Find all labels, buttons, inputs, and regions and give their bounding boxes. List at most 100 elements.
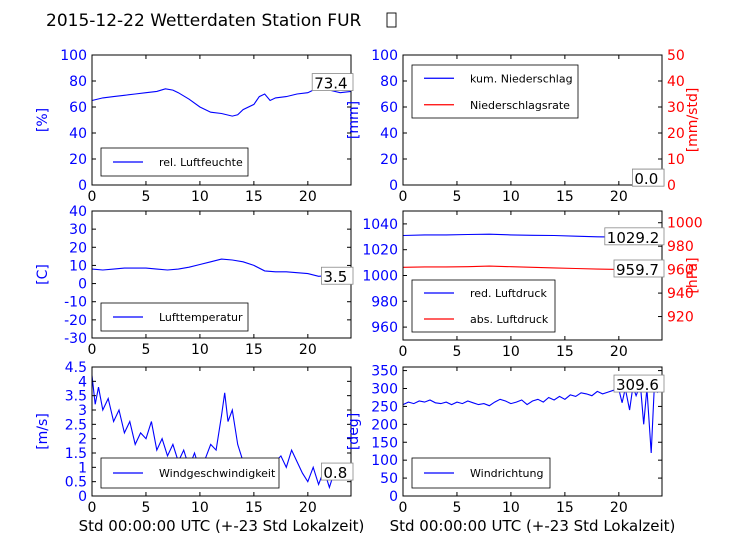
y2-tick-label-pressure: 940 [667,286,694,302]
y-tick-label-windspeed: 2.5 [65,417,87,433]
y-tick-label-humidity: 100 [60,48,87,64]
legend-label-pressure-0: red. Luftdruck [470,287,547,300]
y-tick-label-winddir: 150 [371,435,398,451]
annotation-pressure-right: 959.7 [616,261,659,279]
y-tick-label-humidity: 0 [78,178,87,194]
axes-frame-precip [402,54,663,186]
x-tick-label-precip: 20 [610,189,628,205]
figure-title: 2015-12-22 Wetterdaten Station FUR [46,11,362,31]
x-tick-label-winddir: 0 [399,500,408,516]
y-tick-label-windspeed: 0 [78,489,87,505]
y-tick-label-humidity: 80 [69,74,87,90]
y2-tick-label-pressure: 980 [667,239,694,255]
x-tick-label-windspeed: 5 [141,500,150,516]
y-tick-label-temperature: -30 [64,331,87,347]
series-line-temperature-0 [91,258,352,278]
series-line-windspeed-0 [91,375,351,490]
y-tick-label-windspeed: 0.5 [65,475,87,491]
y-tick-label-windspeed: 4.5 [65,360,87,376]
annotation-box-temperature-left [320,266,354,285]
annotation-precip-right: 0.0 [634,170,658,188]
annotation-humidity-left: 73.4 [314,75,347,93]
panel-temperature: 0 5 10 15 20 -30 -20 -10 0 10 20 30 40 [C] Lufttempera… [35,204,354,358]
annotation-pressure-left: 1029.2 [607,229,660,247]
x-tick-label-humidity: 15 [245,189,263,205]
y2-tick-label-pressure: 960 [667,263,694,279]
y-tick-label-humidity: 20 [69,152,87,168]
x-tick-label-windspeed: 15 [245,500,263,516]
y-tick-label-winddir: 100 [371,453,398,469]
y-tick-label-winddir: 350 [371,364,398,380]
y-tick-label-windspeed: 1 [78,460,87,476]
x-tick-label-humidity: 10 [191,189,209,205]
y-tick-label-temperature: 20 [69,240,87,256]
x-tick-label-humidity: 5 [141,189,150,205]
y-tick-label-pressure: 1040 [362,217,398,233]
annotation-box-humidity-left [311,73,354,91]
y-tick-label-precip: 60 [380,100,398,116]
y-tick-label-windspeed: 4 [78,374,87,390]
axes-frame-windspeed [91,366,352,497]
legend-box-windspeed [100,457,280,489]
x-tick-label-winddir: 10 [502,500,520,516]
y2-tick-label-pressure: 920 [667,310,694,326]
legend-label-precip-0: kum. Niederschlag [470,72,573,85]
x-tick-label-humidity: 20 [299,189,317,205]
y2-tick-label-precip: 0 [667,178,676,194]
x-tick-label-temperature: 0 [88,342,97,358]
y-tick-label-windspeed: 1.5 [65,446,87,462]
x-tick-label-temperature: 15 [245,342,263,358]
panel-windspeed: 0 5 10 15 20 00.511.522.533.544.5 [m/s] Std 00:… [35,360,364,535]
annotation-box-pressure-left [604,227,665,246]
x-tick-label-pressure: 5 [452,344,461,360]
y-tick-label-precip: 20 [380,152,398,168]
y-tick-label-precip: 0 [389,178,398,194]
y-tick-label-windspeed: 3.5 [65,389,87,405]
x-tick-label-winddir: 15 [556,500,574,516]
y-axis-label-humidity: [%] [35,108,51,132]
y-tick-label-temperature: -10 [64,295,87,311]
y-tick-label-winddir: 250 [371,399,398,415]
y2-tick-label-precip: 50 [667,48,685,64]
y-tick-label-pressure: 1000 [362,269,398,285]
y-tick-label-pressure: 960 [371,320,398,336]
y-tick-label-humidity: 40 [69,126,87,142]
panel-pressure: 0 5 10 15 20 960 980 1000 1020 1040 920 940 960 980 10… [362,210,703,360]
panel-precip: 0 5 10 15 20 0 20 40 60 80 100 0 10 20 30 40 50 [mm] [mm/s… [346,48,701,205]
series-line-humidity-0 [91,86,352,117]
x-tick-label-temperature: 5 [141,342,150,358]
y2-tick-label-precip: 10 [667,152,685,168]
legend-label-temperature-0: Lufttemperatur [159,311,243,324]
panel-humidity: 0 5 10 15 20 0 20 40 60 80 100 [%] rel. Luftfeuchte 7… [35,48,354,205]
x-tick-label-temperature: 10 [191,342,209,358]
legend-label-pressure-1: abs. Luftdruck [470,313,549,326]
annotation-box-windspeed-left [320,462,354,481]
legend-label-windspeed-0: Windgeschwindigkeit [159,467,276,480]
annotation-box-winddir-left [613,374,665,393]
y2-tick-label-precip: 20 [667,126,685,142]
annotation-windspeed-left: 0.8 [323,464,347,482]
y-tick-label-windspeed: 2 [78,432,87,448]
y-axis-label-windspeed: [m/s] [35,413,51,450]
x-axis-label-winddir: Std 00:00:00 UTC (+-23 Std Lokalzeit) [390,517,676,535]
y-tick-label-temperature: 10 [69,258,87,274]
x-tick-label-precip: 10 [502,189,520,205]
y-tick-label-precip: 100 [371,48,398,64]
title-glyph-box [386,12,397,28]
axes-frame-humidity [91,54,352,186]
y2-tick-label-pressure: 1000 [667,216,703,232]
x-axis-label-windspeed: Std 00:00:00 UTC (+-23 Std Lokalzeit) [79,517,365,535]
y-tick-label-temperature: 40 [69,204,87,220]
y-axis-label-winddir: [deg] [346,413,362,450]
x-tick-label-winddir: 20 [610,500,628,516]
x-tick-label-precip: 15 [556,189,574,205]
x-tick-label-windspeed: 20 [299,500,317,516]
y-tick-label-winddir: 0 [389,489,398,505]
y-tick-label-humidity: 60 [69,100,87,116]
y-tick-label-winddir: 50 [380,471,398,487]
legend-box-pressure [411,279,556,333]
annotation-winddir-left: 309.6 [616,376,659,394]
x-tick-label-temperature: 20 [299,342,317,358]
